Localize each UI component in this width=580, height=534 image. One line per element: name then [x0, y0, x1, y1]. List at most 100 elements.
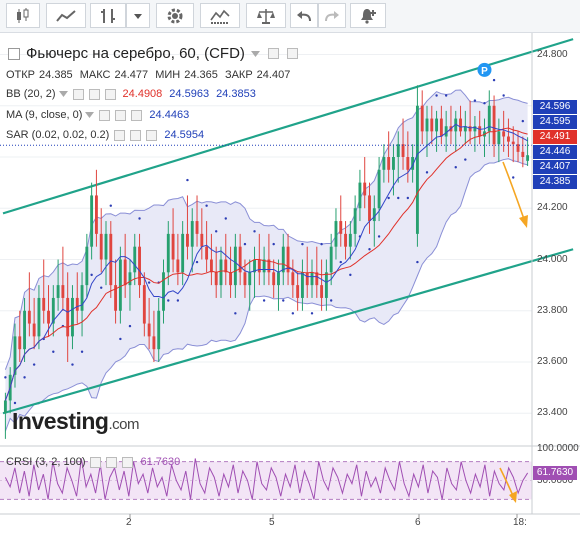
candle-body [61, 285, 65, 298]
close-icon[interactable] [104, 88, 116, 100]
settings-button[interactable] [156, 3, 194, 28]
eye-icon[interactable] [72, 88, 84, 100]
bb-legend[interactable]: BB (20, 2) 24.4908 24.5963 24.3853 [6, 88, 256, 100]
x-tick-label: 2 [126, 517, 132, 528]
candle-body [435, 118, 439, 132]
sar-dot [13, 401, 17, 405]
candle-body [3, 400, 7, 414]
sar-dot [512, 176, 515, 179]
sar-dot [387, 196, 390, 200]
sar-dot [23, 376, 26, 379]
sar-dot [425, 171, 429, 174]
candle-body [171, 233, 175, 260]
sar-dot [147, 281, 151, 284]
undo-button[interactable] [290, 3, 318, 28]
close-icon[interactable] [122, 456, 134, 468]
bb-upper-value: 24.5963 [169, 88, 210, 100]
candle-body [492, 105, 496, 145]
candle-body [507, 136, 510, 142]
close-icon[interactable] [146, 129, 158, 141]
candle-body [310, 272, 314, 286]
candle-body [392, 157, 395, 170]
crsi-arrow-head [509, 491, 517, 503]
close-icon[interactable] [131, 109, 143, 121]
candle-body [468, 126, 472, 132]
bars-type-button[interactable] [90, 3, 126, 28]
sar-dot [205, 204, 208, 207]
candle-body [138, 246, 141, 286]
x-tick-label: 5 [269, 517, 275, 528]
sar-p-label: P [481, 66, 488, 77]
collapse-icon[interactable] [8, 47, 20, 60]
bb-lower-value: 24.3853 [216, 88, 256, 100]
y-tick-label: 23.600 [537, 356, 568, 367]
candle-body [439, 118, 443, 137]
redo-button[interactable] [318, 3, 346, 28]
candle-body [47, 310, 50, 324]
sar-dot [243, 242, 247, 246]
candle-body [18, 336, 22, 350]
candle-body [123, 259, 127, 286]
price-label: 24.595 [533, 114, 577, 129]
chart-title-row: Фьючерс на серебро, 60, (CFD) [6, 45, 298, 62]
sar-dot [492, 78, 496, 82]
eye-icon[interactable] [99, 109, 111, 121]
price-label: 24.596 [533, 99, 577, 114]
crsi-tick-label: 50.0000 [537, 474, 574, 486]
candles-type-button[interactable] [6, 3, 40, 28]
candle-body [401, 144, 405, 157]
candle-body [90, 195, 94, 247]
candle-body [420, 105, 424, 132]
candle-body [444, 126, 448, 137]
forecast-arrow-line [502, 161, 526, 223]
candle-body [363, 182, 367, 196]
indicators-button[interactable] [200, 3, 240, 28]
candle-body [372, 208, 376, 222]
candle-body [344, 233, 347, 247]
axes [0, 32, 580, 518]
candle-body [190, 221, 194, 247]
caret-down-icon[interactable] [250, 50, 260, 57]
gear-icon[interactable] [106, 456, 118, 468]
compare-button[interactable] [246, 3, 286, 28]
candle-body [186, 233, 189, 247]
candle-body [329, 246, 333, 273]
caret-down-icon[interactable] [58, 91, 68, 97]
sar-dot [100, 286, 103, 289]
candle-body [32, 323, 36, 337]
alerts-button[interactable] [350, 3, 386, 28]
sar-dot [349, 273, 352, 277]
candle-body [162, 272, 165, 311]
sar-dot [4, 376, 7, 379]
sar-legend[interactable]: SAR (0.02, 0.02, 0.2) 24.5954 [6, 129, 204, 141]
sar-dot [90, 273, 93, 277]
candle-body [272, 272, 276, 286]
chart-type-dropdown[interactable] [126, 3, 150, 28]
price-label: 24.446 [533, 144, 577, 159]
candle-body [166, 233, 170, 273]
gear-icon[interactable] [286, 48, 298, 59]
ma-legend[interactable]: MA (9, close, 0) 24.4463 [6, 109, 189, 121]
candle-body [205, 246, 209, 260]
ohlc-close-value: 24.407 [256, 69, 291, 81]
eye-icon[interactable] [90, 456, 102, 468]
line-type-button[interactable] [46, 3, 86, 28]
gear-icon[interactable] [115, 109, 127, 121]
candle-body [109, 233, 113, 286]
candle-body [315, 272, 319, 286]
gear-icon[interactable] [88, 88, 100, 100]
gear-icon[interactable] [130, 129, 142, 141]
candle-body [339, 221, 343, 234]
candle-body [147, 323, 151, 337]
ohlc-high-value: 24.477 [114, 69, 149, 81]
candle-body [128, 272, 132, 286]
crsi-legend[interactable]: CRSI (3, 2, 100) 61.7630 [6, 456, 180, 468]
eye-icon[interactable] [114, 129, 126, 141]
candle-body [157, 310, 161, 350]
candle-body [334, 221, 338, 247]
candle-body [214, 272, 218, 286]
gear-icon[interactable] [267, 48, 279, 59]
toolbar [0, 0, 580, 33]
caret-down-icon[interactable] [85, 112, 95, 118]
